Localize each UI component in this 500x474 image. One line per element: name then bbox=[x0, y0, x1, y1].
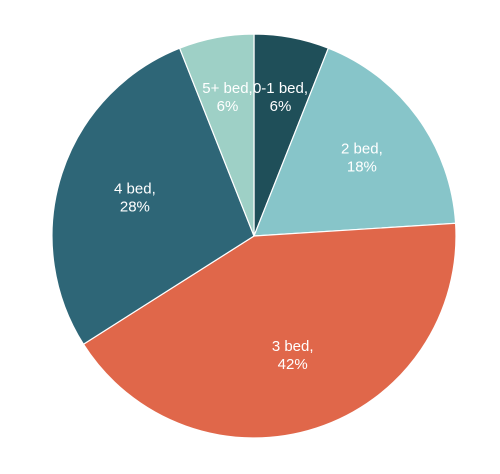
pie-slices bbox=[51, 33, 457, 439]
pie-label-line: 42% bbox=[278, 356, 308, 373]
pie-label-0-1-bed: 0-1 bed, 6% bbox=[253, 80, 308, 115]
pie-label-line: 18% bbox=[347, 159, 377, 176]
pie-label-line: 0-1 bed, bbox=[253, 80, 308, 97]
pie-label-4-bed: 4 bed, 28% bbox=[114, 180, 156, 215]
pie-slice-3-bed bbox=[82, 222, 457, 439]
pie-label-line: 4 bed, bbox=[114, 180, 156, 197]
pie-label-line: 6% bbox=[270, 98, 292, 115]
pie-label-2-bed: 2 bed, 18% bbox=[341, 141, 383, 176]
pie-label-line: 28% bbox=[120, 198, 150, 215]
pie-slice-2-bed bbox=[253, 47, 457, 237]
pie-label-line: 5+ bed, bbox=[202, 80, 252, 97]
pie-label-5plus-bed: 5+ bed, 6% bbox=[202, 80, 252, 115]
pie-slice-5plus-bed bbox=[178, 33, 255, 237]
pie-label-3-bed: 3 bed, 42% bbox=[272, 338, 314, 373]
pie-slice-4-bed bbox=[51, 47, 255, 346]
pie-label-line: 3 bed, bbox=[272, 338, 314, 355]
pie-label-line: 2 bed, bbox=[341, 141, 383, 158]
pie-label-line: 6% bbox=[217, 98, 239, 115]
pie-labels: 0-1 bed, 6%2 bed, 18%3 bed, 42%4 bed, 28%5+ … bbox=[114, 80, 383, 373]
